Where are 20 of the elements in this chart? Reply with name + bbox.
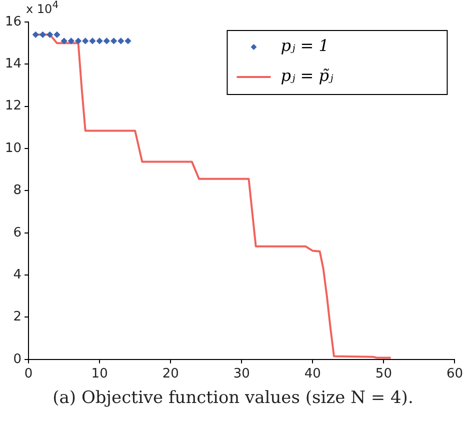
y-tick-label: 2	[13, 310, 22, 325]
y-tick-label: 4	[13, 267, 22, 282]
y-tick-label: 14	[4, 56, 22, 72]
y-tick-label: 12	[4, 98, 22, 114]
x-tick-label: 40	[304, 366, 321, 382]
y-tick-label: 8	[13, 183, 22, 198]
x-tick-label: 20	[162, 366, 179, 382]
x-tick-label: 30	[233, 366, 250, 382]
x-tick-label: 10	[91, 366, 108, 382]
y-tick-label: 0	[13, 352, 22, 367]
y-tick-label: 16	[4, 14, 22, 30]
legend-label: pⱼ = p̃ⱼ	[280, 66, 334, 86]
x-tick-label: 60	[446, 366, 463, 382]
y-tick-label: 10	[4, 140, 22, 156]
x-tick-label: 0	[24, 366, 33, 382]
y-tick-label: 6	[13, 225, 22, 240]
legend-label: pⱼ = 1	[280, 36, 329, 56]
x-tick-label: 50	[375, 366, 392, 382]
text: x 10$^{4}$	[26, 0, 59, 16]
text: (a) Objective function values (size N = 4).	[52, 388, 414, 408]
